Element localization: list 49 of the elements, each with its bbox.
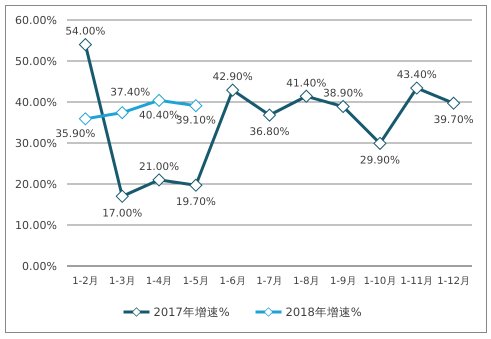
legend-label: 2017年增速% <box>154 305 230 319</box>
point <box>152 94 166 107</box>
data-label: 41.40% <box>286 77 326 90</box>
data-label: 36.80% <box>249 126 290 138</box>
data-label: 42.90% <box>212 71 253 84</box>
data-label: 37.40% <box>110 86 150 99</box>
y-tick-label: 0.00% <box>22 260 57 273</box>
point <box>447 96 460 110</box>
x-tick-label: 1-4月 <box>146 276 172 287</box>
x-tick-label: 1-2月 <box>72 276 99 287</box>
point <box>189 178 202 192</box>
x-tick-label: 1-11月 <box>400 276 434 287</box>
x-tick-label: 1-5月 <box>182 276 210 287</box>
data-label: 17.00% <box>102 207 142 220</box>
data-label: 39.70% <box>434 114 474 126</box>
point <box>263 108 276 122</box>
point <box>226 84 240 97</box>
point <box>336 100 350 114</box>
data-label: 40.40% <box>139 109 180 122</box>
point <box>152 173 166 186</box>
y-tick-label: 50.00% <box>15 55 57 68</box>
y-tick-label: 20.00% <box>15 178 57 191</box>
y-tick-label: 40.00% <box>15 96 57 109</box>
data-label: 29.90% <box>360 154 400 166</box>
data-label: 54.00% <box>65 26 106 38</box>
data-label: 19.70% <box>176 196 216 208</box>
x-tick-label: 1-8月 <box>293 276 320 287</box>
data-label: 43.40% <box>396 69 437 82</box>
x-tick-label: 1-6月 <box>220 276 246 287</box>
point <box>410 82 424 95</box>
y-tick-label: 10.00% <box>15 219 57 232</box>
data-label: 35.90% <box>55 128 96 140</box>
x-tick-label: 1-12月 <box>437 276 470 287</box>
point <box>300 90 313 103</box>
y-tick-label: 30.00% <box>15 137 57 150</box>
point <box>78 38 92 52</box>
legend-label: 2018年增速% <box>286 305 362 319</box>
x-tick-label: 1-3月 <box>109 276 136 287</box>
point <box>78 112 92 126</box>
point <box>116 190 129 203</box>
x-tick-label: 1-7月 <box>256 276 283 287</box>
data-label: 38.90% <box>323 88 364 100</box>
y-tick-label: 60.00% <box>15 14 57 27</box>
point <box>116 106 129 120</box>
point <box>189 99 202 112</box>
data-label: 21.00% <box>139 160 180 173</box>
point <box>373 136 386 150</box>
x-tick-label: 1-9月 <box>330 276 356 287</box>
x-tick-label: 1-10月 <box>364 276 396 287</box>
